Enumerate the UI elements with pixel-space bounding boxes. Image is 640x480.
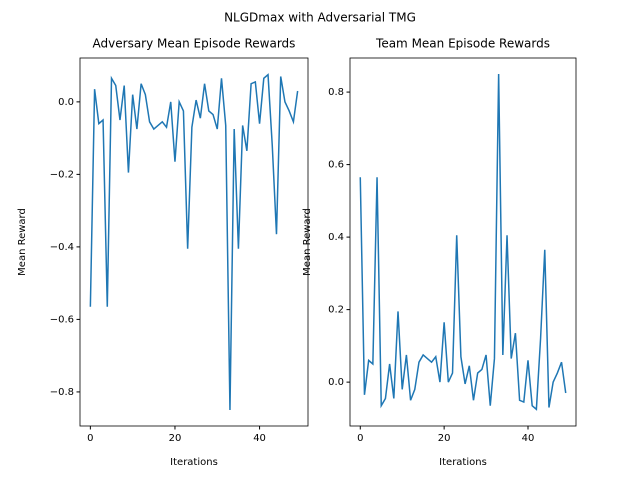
x-tick-label: 40: [522, 433, 535, 444]
y-tick-label: 0.4: [328, 232, 344, 243]
y-tick-label: −0.8: [50, 387, 74, 398]
x-axis-label: Iterations: [439, 457, 487, 468]
y-axis-label: Mean Reward: [302, 208, 313, 276]
x-tick-label: 0: [87, 433, 93, 444]
x-tick-label: 0: [357, 433, 363, 444]
x-tick-label: 40: [253, 433, 266, 444]
y-tick-label: −0.2: [50, 169, 74, 180]
figure-title: NLGDmax with Adversarial TMG: [224, 11, 416, 25]
y-tick-label: −0.6: [50, 314, 74, 325]
y-tick-label: −0.4: [50, 242, 74, 253]
x-tick-label: 20: [169, 433, 182, 444]
subplot-title: Team Mean Episode Rewards: [375, 37, 550, 51]
plot-frame: [349, 57, 577, 427]
y-axis-label: Mean Reward: [17, 208, 28, 276]
y-tick-label: 0.2: [328, 305, 344, 316]
x-axis-label: Iterations: [170, 457, 218, 468]
y-tick-label: 0.0: [58, 97, 74, 108]
line-series: [89, 73, 299, 411]
y-tick-label: 0.0: [328, 377, 344, 388]
x-tick-label: 20: [438, 433, 451, 444]
y-tick-label: 0.6: [328, 160, 344, 171]
subplot-title: Adversary Mean Episode Rewards: [93, 37, 296, 51]
line-series: [359, 73, 567, 411]
y-tick-label: 0.8: [328, 87, 344, 98]
plot-frame: [79, 57, 309, 427]
